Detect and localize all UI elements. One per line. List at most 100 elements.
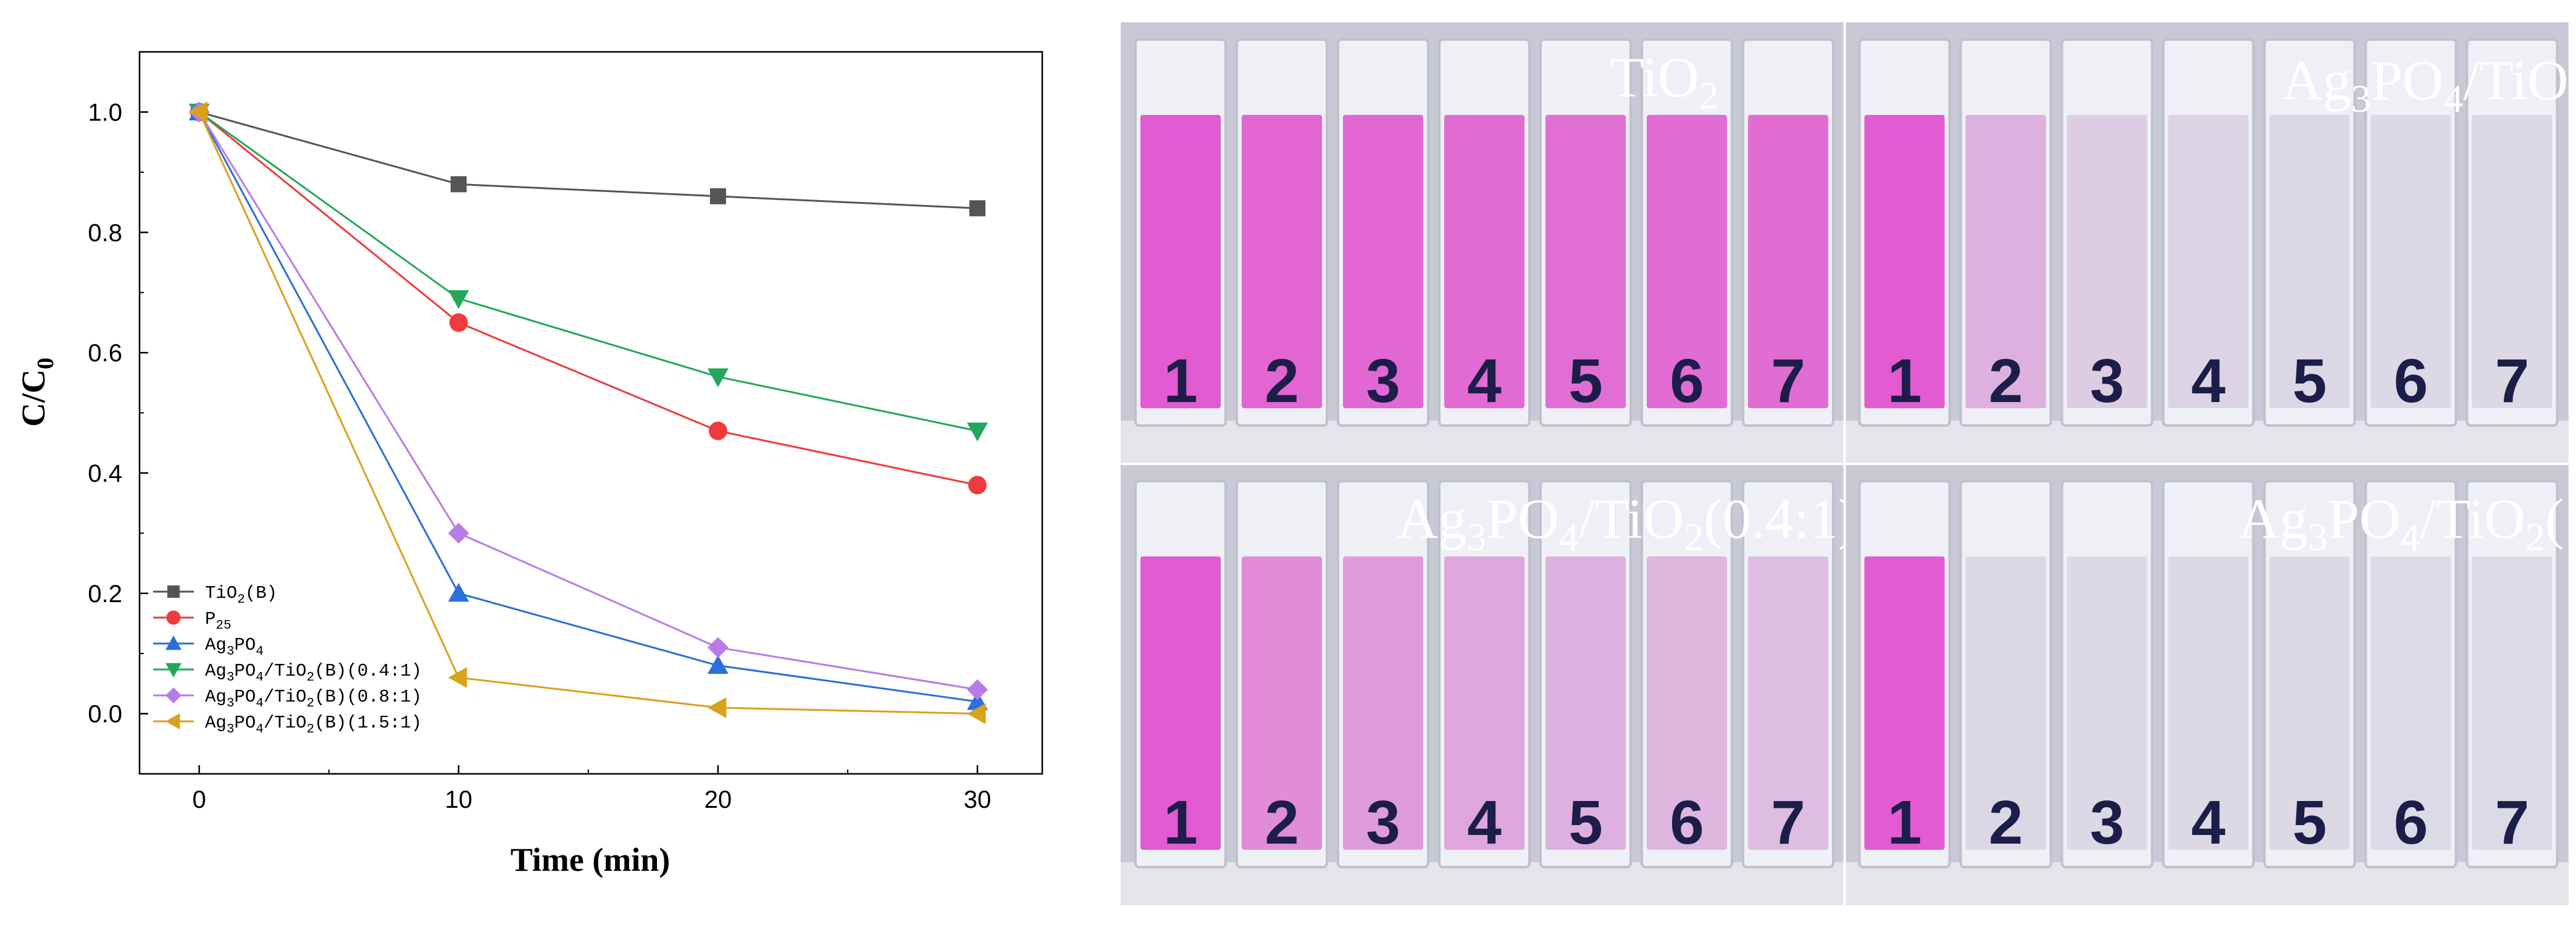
text-part: Ag [205, 687, 227, 707]
cuvette: 6 [1641, 480, 1733, 868]
subscript: 3 [2351, 77, 2371, 120]
cuvette-number: 4 [1467, 788, 1502, 857]
cuvette: 3 [1337, 38, 1429, 427]
text-part: /TiO [264, 661, 307, 681]
text-part: /TiO [264, 713, 307, 733]
panel-label: Ag3PO4/TiO2(1.5:1) [2238, 487, 2569, 559]
legend-item: Ag3PO4/TiO2(B)(0.8:1) [153, 687, 422, 711]
cuvette: 5 [1539, 480, 1632, 868]
text-part: /TiO [2420, 487, 2525, 550]
text-part: /TiO [1579, 487, 1684, 550]
cuvette: 4 [2162, 38, 2255, 427]
text-part: (B)(1.5:1) [314, 713, 422, 733]
data-point-triangle-up [165, 635, 182, 650]
text-part: (B)(0.8:1) [314, 687, 422, 707]
series-3 [188, 101, 988, 710]
cuvette: 4 [1438, 480, 1531, 868]
cuvette-solution [2168, 115, 2249, 408]
cuvette-number: 2 [1265, 346, 1299, 416]
cuvette-number: 7 [1771, 346, 1805, 416]
text-part: PO [234, 687, 256, 707]
legend-label: TiO2(B) [205, 583, 277, 607]
cuvette-number: 1 [1163, 788, 1198, 857]
subscript: 4 [256, 645, 264, 659]
cuvette: 5 [2263, 38, 2356, 427]
cuvette-solution [1242, 556, 1322, 850]
series-line [198, 111, 978, 703]
legend: TiO2(B)P25Ag3PO4Ag3PO4/TiO2(B)(0.4:1)Ag3… [153, 583, 422, 737]
cuvette-number: 5 [2293, 788, 2327, 857]
cuvette: 1 [1134, 38, 1227, 427]
data-point-triangle-down [165, 663, 182, 677]
series-line [198, 111, 978, 432]
subscript: 3 [227, 723, 235, 737]
series-line [198, 111, 978, 486]
text-part: Ag [2281, 49, 2351, 112]
data-point-triangle-left [967, 703, 986, 724]
cuvette-number: 4 [1467, 346, 1502, 416]
cuvette-solution [1242, 115, 1322, 408]
cuvette: 6 [2364, 480, 2457, 868]
series-1 [191, 104, 985, 217]
cuvette-number: 6 [1670, 788, 1704, 857]
cuvette: 1 [1858, 480, 1951, 868]
cuvette-number: 1 [1888, 788, 1922, 857]
cuvette: 7 [1742, 38, 1834, 427]
x-axis-title: Time (min) [511, 841, 670, 878]
data-point-triangle-down [967, 422, 988, 442]
data-point-circle [449, 313, 468, 332]
cuvette: 5 [2263, 480, 2356, 868]
y-tick-label: 0.2 [88, 581, 122, 608]
cuvette-number: 6 [1670, 346, 1704, 416]
text-part: /TiO [264, 687, 307, 707]
cuvette-solution [2472, 556, 2553, 850]
cuvette-number: 6 [2394, 788, 2428, 857]
text-part: TiO [1610, 46, 1699, 109]
subscript: 3 [2308, 515, 2328, 559]
cuvette-number: 3 [1366, 346, 1400, 416]
cuvette-number: 1 [1888, 346, 1922, 416]
subscript: 4 [2400, 515, 2420, 559]
subscript: 2 [306, 723, 314, 737]
cuvette-solution [2370, 115, 2451, 408]
panel-label: Ag3PO4/TiO2(0.4:1) [1397, 487, 1857, 559]
cuvette-solution [2370, 556, 2451, 850]
legend-label: P25 [205, 609, 232, 633]
text-part: Ag [205, 661, 227, 681]
legend-item: Ag3PO4/TiO2(B)(1.5:1) [153, 713, 422, 737]
subscript: 4 [2443, 77, 2463, 120]
text-part: PO [1486, 487, 1559, 550]
cuvette-number: 5 [1568, 788, 1603, 857]
data-point-triangle-down [707, 368, 729, 387]
x-tick-label: 30 [964, 786, 992, 813]
series-line [199, 111, 978, 209]
data-point-triangle-left [707, 697, 727, 718]
series-line [198, 111, 978, 715]
text-part: P [205, 609, 215, 629]
data-point-diamond [165, 687, 182, 703]
text-part: PO [234, 661, 256, 681]
data-point-diamond [967, 679, 988, 700]
x-tick-label: 0 [193, 786, 206, 813]
data-point-square [167, 585, 180, 598]
data-point-square [450, 176, 467, 193]
cuvette-solution [1343, 556, 1423, 850]
text-part: PO [2328, 487, 2401, 550]
data-point-square [969, 200, 985, 217]
bench-surface [1121, 421, 1845, 464]
photo-grid: 1234567TiO21234567Ag3PO4/TiO2(0.8:1)1234… [1121, 22, 2569, 905]
cuvette: 7 [1742, 480, 1834, 868]
x-tick-label: 20 [705, 786, 732, 813]
text-part: PO [234, 635, 256, 655]
cuvette: 2 [1236, 38, 1328, 427]
cuvette: 2 [1959, 38, 2052, 427]
data-point-triangle-up [448, 582, 469, 602]
subscript: 3 [227, 697, 235, 711]
cuvette-number: 3 [2090, 788, 2125, 857]
cuvette: 5 [1539, 38, 1632, 427]
cuvette: 7 [2465, 480, 2559, 868]
cuvette-number: 1 [1163, 346, 1198, 416]
subscript: 2 [237, 593, 245, 607]
legend-item: Ag3PO4/TiO2(B)(0.4:1) [153, 661, 422, 685]
